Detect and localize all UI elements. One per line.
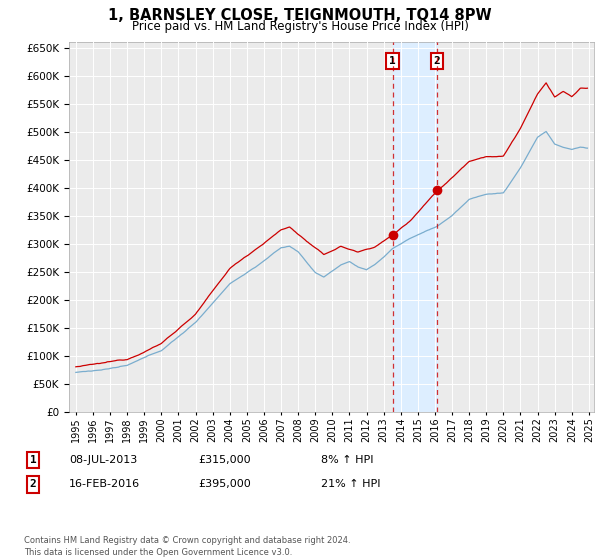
Text: 8% ↑ HPI: 8% ↑ HPI bbox=[321, 455, 373, 465]
Text: £315,000: £315,000 bbox=[198, 455, 251, 465]
Text: 21% ↑ HPI: 21% ↑ HPI bbox=[321, 479, 380, 489]
Text: 2: 2 bbox=[434, 56, 440, 66]
Bar bbox=[392, 42, 437, 412]
Text: 08-JUL-2013: 08-JUL-2013 bbox=[69, 455, 137, 465]
Text: 1, BARNSLEY CLOSE, TEIGNMOUTH, TQ14 8PW: 1, BARNSLEY CLOSE, TEIGNMOUTH, TQ14 8PW bbox=[108, 8, 492, 24]
Text: Contains HM Land Registry data © Crown copyright and database right 2024.
This d: Contains HM Land Registry data © Crown c… bbox=[24, 536, 350, 557]
Text: 2: 2 bbox=[29, 479, 37, 489]
Text: £395,000: £395,000 bbox=[198, 479, 251, 489]
Text: Price paid vs. HM Land Registry's House Price Index (HPI): Price paid vs. HM Land Registry's House … bbox=[131, 20, 469, 33]
Text: 16-FEB-2016: 16-FEB-2016 bbox=[69, 479, 140, 489]
Text: 1: 1 bbox=[389, 56, 396, 66]
Text: 1: 1 bbox=[29, 455, 37, 465]
